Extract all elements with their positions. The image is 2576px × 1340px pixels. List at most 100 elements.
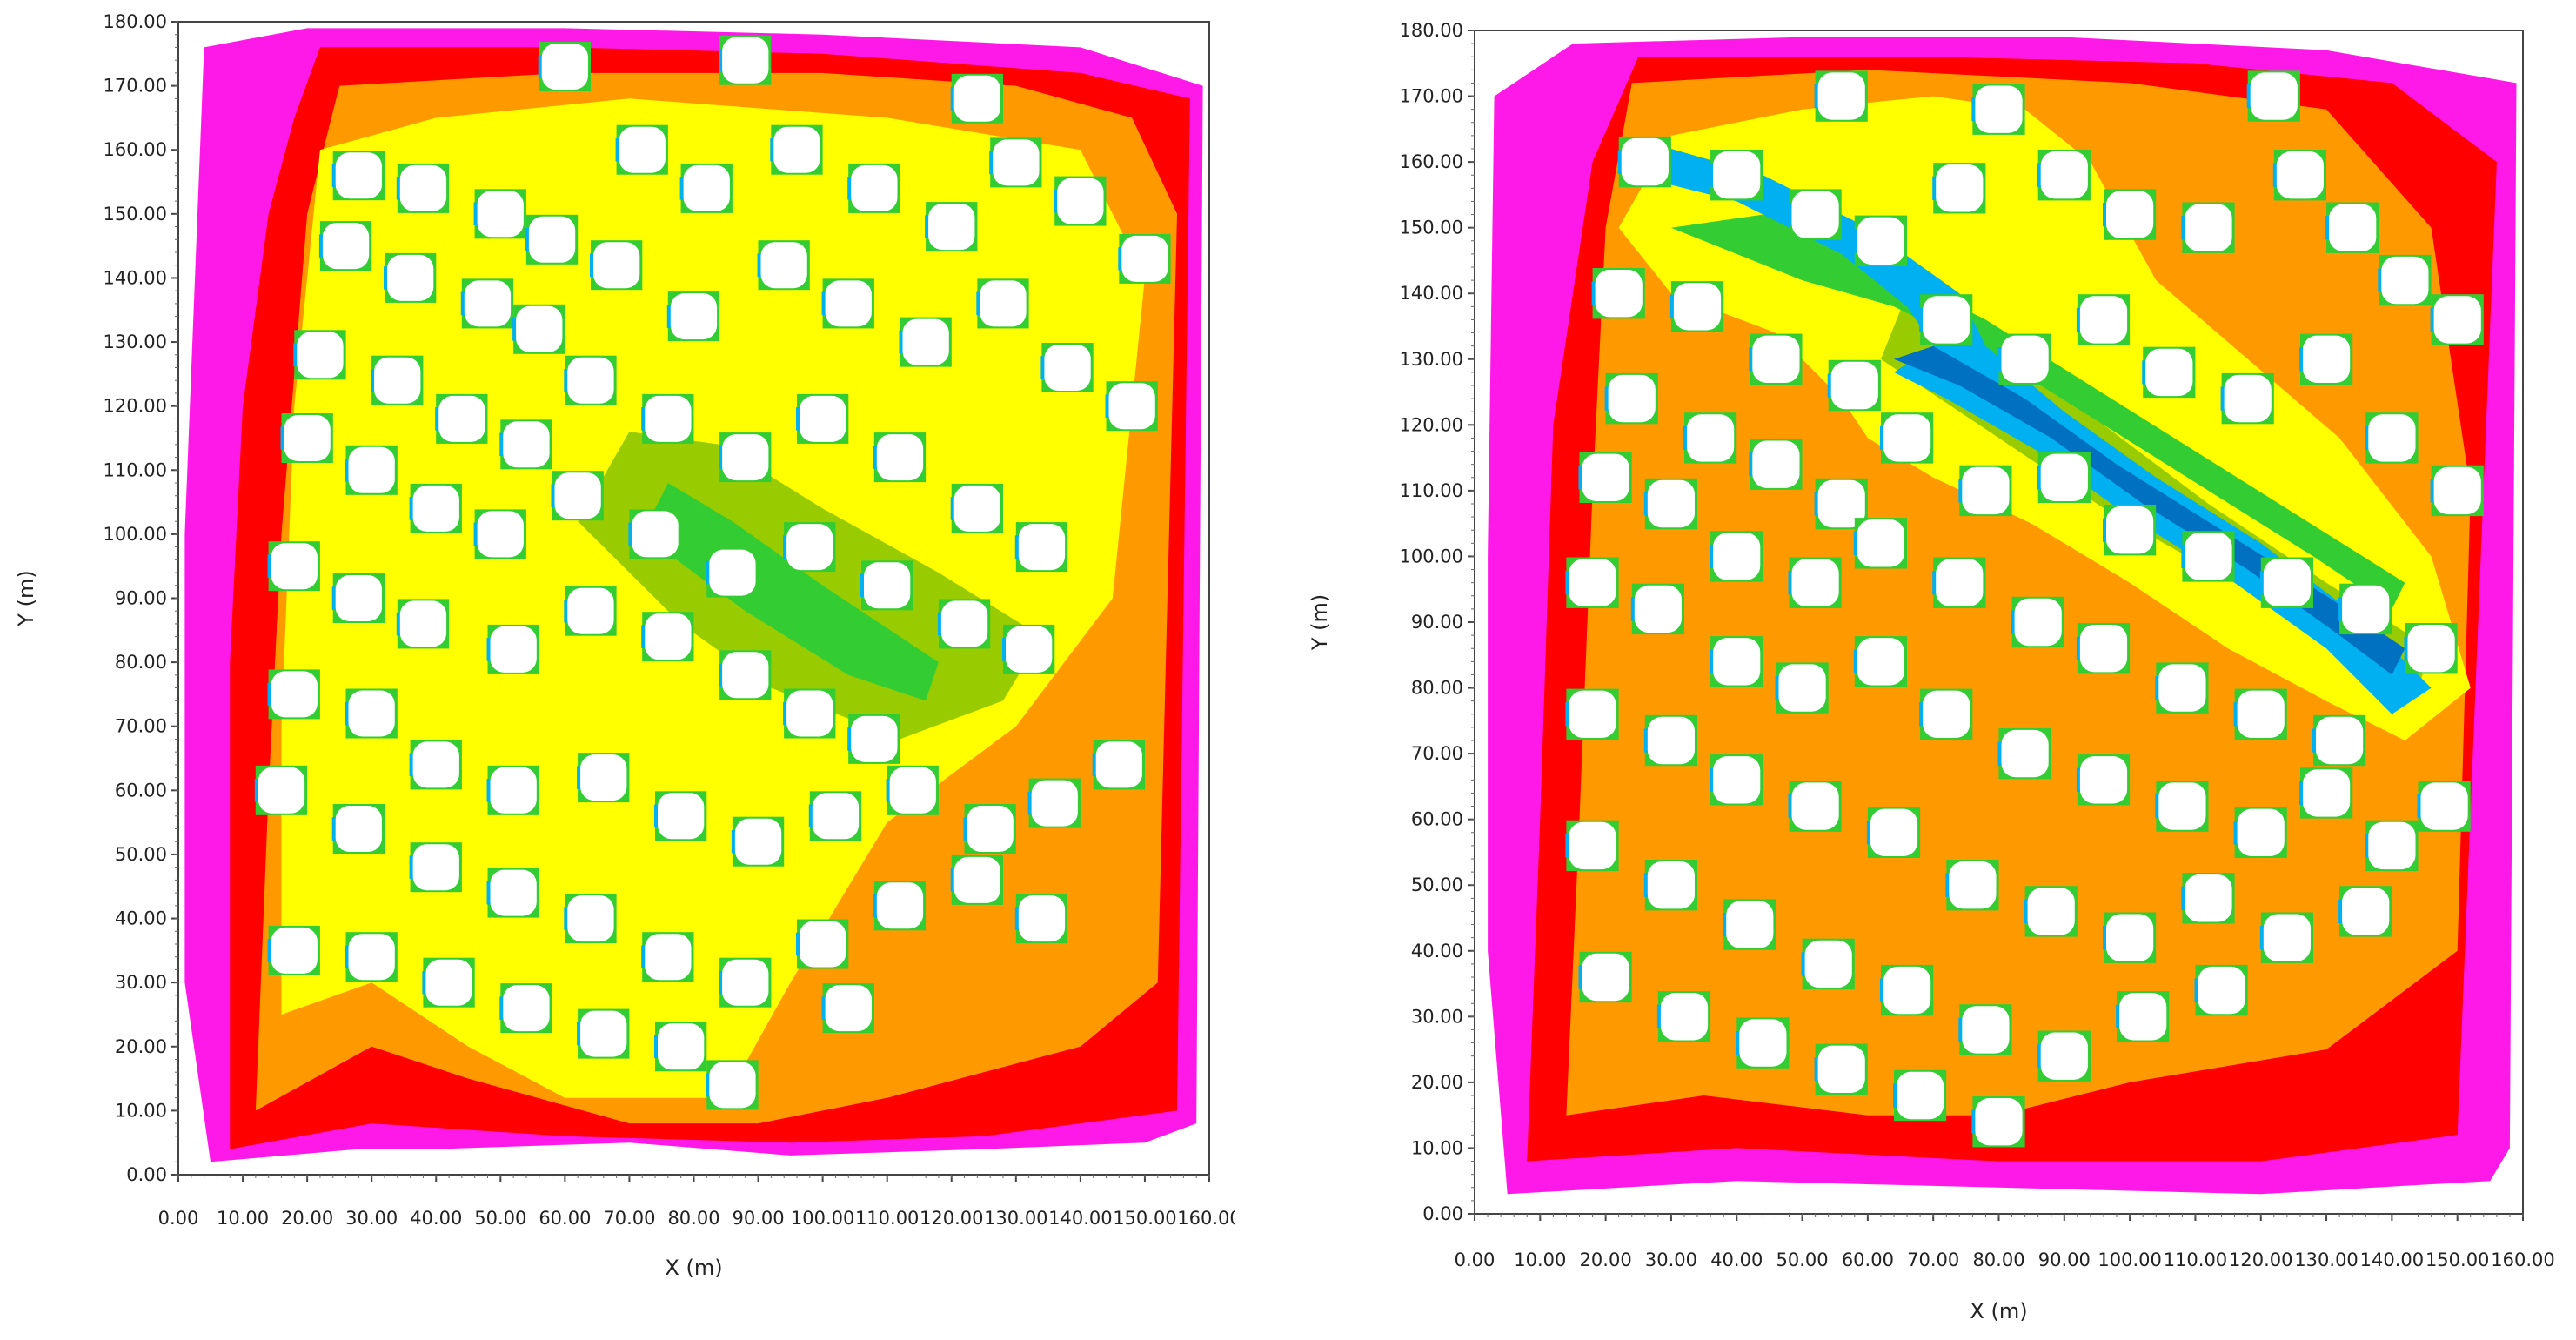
obstacle-block	[335, 575, 382, 621]
obstacle-wake	[950, 87, 956, 111]
obstacle-wake	[538, 55, 544, 78]
obstacle-block	[2185, 204, 2232, 251]
obstacle-block	[2079, 756, 2128, 804]
obstacle-wake	[1617, 150, 1623, 174]
y-tick-label: 110.00	[104, 459, 167, 480]
obstacle-wake	[1092, 753, 1098, 777]
obstacle-wake	[1958, 479, 1964, 503]
field-region-region-band5	[642, 483, 939, 701]
obstacle-wake	[512, 318, 519, 341]
obstacle-wake	[1105, 394, 1111, 418]
obstacle-wake	[628, 522, 634, 546]
obstacle-wake	[886, 779, 892, 802]
obstacle-block	[580, 754, 627, 801]
obstacle-wake	[1027, 791, 1034, 815]
y-tick-label: 50.00	[1411, 874, 1463, 895]
y-tick-label: 180.00	[1400, 20, 1463, 41]
obstacle-wake	[1710, 163, 1716, 187]
obstacle-block	[1057, 178, 1104, 224]
obstacle-wake	[435, 407, 441, 431]
x-tick-label: 10.00	[217, 1208, 269, 1229]
obstacle-block	[1949, 861, 1997, 909]
obstacle-block	[1857, 217, 1904, 265]
obstacle-wake	[666, 305, 672, 328]
field-region-region-band5	[1670, 214, 2405, 609]
obstacle-wake	[2299, 781, 2305, 805]
obstacle-block	[399, 164, 447, 211]
obstacle-wake	[2181, 886, 2187, 910]
obstacle-block	[658, 793, 705, 840]
x-tick-label: 30.00	[345, 1208, 398, 1229]
obstacle-wake	[577, 1022, 583, 1046]
obstacle-block	[348, 934, 395, 981]
obstacle-block	[1817, 72, 1865, 120]
obstacle-wake	[1604, 386, 1610, 411]
obstacle-wake	[615, 138, 621, 162]
y-axis: 0.00 10.00 20.00 30.00 40.00 50.00 60.00 70.00 8…	[104, 11, 178, 1185]
obstacle-block	[645, 395, 692, 442]
obstacle-block	[940, 600, 988, 647]
obstacle-wake	[371, 369, 377, 392]
obstacle-block	[786, 524, 833, 571]
obstacle-wake	[860, 573, 866, 597]
obstacle-block	[2368, 821, 2416, 870]
obstacle-wake	[2259, 926, 2265, 950]
obstacle-block	[399, 600, 447, 647]
obstacle-wake	[2246, 84, 2252, 109]
obstacle-wake	[976, 291, 982, 316]
obstacle-block	[464, 280, 512, 327]
obstacle-wake	[331, 817, 338, 841]
obstacle-wake	[1710, 544, 1716, 568]
y-tick-label: 140.00	[1400, 283, 1463, 304]
obstacle-block	[593, 242, 640, 289]
obstacle-block	[1621, 137, 1669, 186]
y-tick-label: 60.00	[1411, 809, 1463, 830]
obstacle-wake	[1827, 373, 1833, 398]
obstacle-block	[1569, 821, 1616, 870]
obstacle-block	[1962, 466, 2010, 515]
obstacle-block	[374, 357, 421, 404]
obstacle-wake	[873, 446, 879, 469]
obstacle-wake	[1630, 597, 1636, 621]
x-tick-label: 110.00	[855, 1208, 919, 1229]
obstacle-wake	[1971, 1109, 1977, 1134]
y-tick-label: 30.00	[1411, 1006, 1463, 1027]
obstacle-block	[1713, 756, 1761, 804]
obstacle-block	[851, 164, 898, 211]
obstacle-block	[619, 126, 666, 173]
obstacle-wake	[1749, 452, 1755, 477]
y-tick-label: 40.00	[1411, 941, 1463, 961]
obstacle-wake	[1814, 84, 1820, 109]
obstacle-wake	[2103, 926, 2108, 950]
obstacle-wake	[1565, 702, 1571, 727]
y-tick-label: 150.00	[104, 204, 167, 224]
obstacle-block	[734, 818, 782, 865]
obstacle-wake	[719, 446, 725, 469]
obstacle-block	[2420, 782, 2468, 830]
x-tick-label: 130.00	[2294, 1250, 2358, 1270]
x-axis-title: X (m)	[665, 1256, 722, 1280]
y-tick-label: 90.00	[115, 588, 167, 609]
obstacle-wake	[2233, 702, 2239, 727]
obstacle-wake	[2299, 347, 2305, 372]
x-tick-label: 0.00	[1455, 1250, 1495, 1270]
obstacle-block	[722, 37, 769, 84]
obstacle-block	[2433, 296, 2481, 344]
obstacle-wake	[783, 701, 789, 726]
obstacle-block	[2276, 151, 2324, 199]
obstacle-block	[864, 562, 911, 609]
obstacle-wake	[2338, 597, 2345, 621]
obstacle-block	[1975, 1098, 2023, 1146]
obstacle-wake	[757, 253, 763, 277]
x-tick-label: 10.00	[1514, 1250, 1566, 1270]
obstacle-block	[1752, 440, 1800, 488]
obstacle-wake	[1591, 281, 1597, 305]
obstacle-wake	[396, 177, 402, 200]
obstacle-block	[1962, 1006, 2010, 1054]
obstacle-block	[2224, 374, 2272, 423]
obstacle-wake	[2142, 360, 2148, 385]
obstacle-block	[2158, 664, 2206, 712]
obstacle-wake	[1997, 347, 2004, 372]
obstacle-wake	[409, 753, 415, 777]
obstacle-wake	[654, 804, 659, 827]
